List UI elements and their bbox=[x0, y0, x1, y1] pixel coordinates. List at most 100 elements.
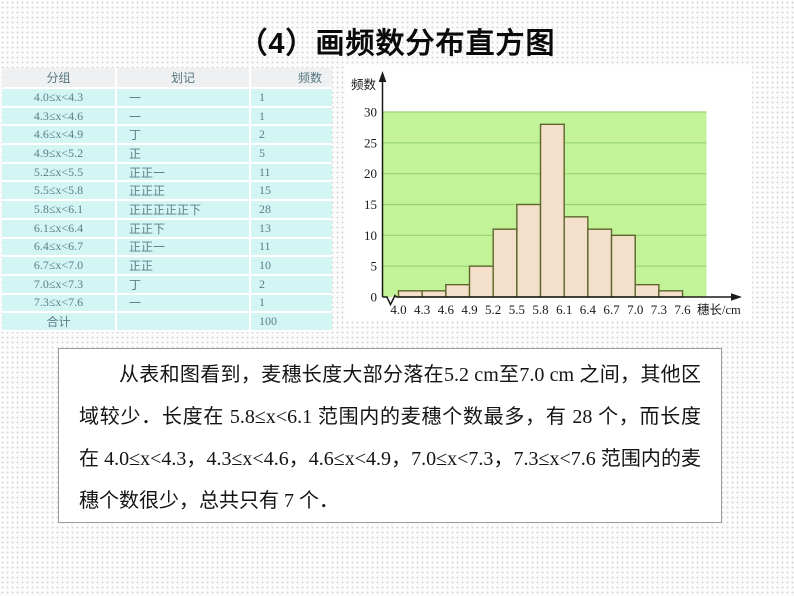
histogram-bar bbox=[658, 290, 684, 298]
total-value: 100 bbox=[249, 313, 332, 330]
total-label: 合计 bbox=[46, 315, 71, 330]
x-tick-label: 5.8 bbox=[532, 302, 548, 317]
y-tick-label: 30 bbox=[364, 105, 377, 120]
cell-frequency: 1 bbox=[249, 107, 332, 125]
cell-group: 4.6≤x<4.9 bbox=[33, 127, 84, 142]
frequency-table: 分组 划记 频数 4.0≤x<4.3 一 1 4.3≤x<4.6 一 1 4.6≤x<4.9… bbox=[2, 68, 332, 332]
histogram-bar bbox=[397, 290, 423, 298]
cell-frequency: 1 bbox=[249, 89, 332, 106]
y-tick-label: 20 bbox=[364, 166, 377, 181]
cell-group: 4.3≤x<4.6 bbox=[33, 108, 84, 123]
cell-group: 6.1≤x<6.4 bbox=[33, 220, 84, 235]
cell-group: 4.0≤x<4.3 bbox=[33, 89, 84, 104]
cell-frequency: 15 bbox=[249, 182, 332, 200]
cell-frequency: 2 bbox=[249, 275, 332, 293]
cell-tally: 正正下 bbox=[115, 219, 249, 237]
frequency-table-body: 4.0≤x<4.3 一 1 4.3≤x<4.6 一 1 4.6≤x<4.9 丁 2 4.9≤x<5… bbox=[2, 89, 332, 314]
x-tick-label: 7.0 bbox=[627, 302, 643, 317]
histogram-bar bbox=[610, 234, 636, 298]
histogram-bar bbox=[468, 265, 494, 298]
cell-group: 7.0≤x<7.3 bbox=[33, 276, 84, 291]
table-row: 5.2≤x<5.5 正正一 11 bbox=[2, 163, 332, 183]
cell-tally: 一 bbox=[115, 89, 249, 106]
histogram-bar bbox=[492, 228, 518, 298]
y-tick-label: 0 bbox=[371, 290, 378, 305]
x-axis bbox=[382, 294, 733, 307]
histogram-bar bbox=[634, 283, 660, 298]
histogram-bar bbox=[563, 216, 589, 298]
cell-tally: 一 bbox=[115, 294, 249, 312]
x-axis-arrow bbox=[731, 293, 742, 301]
cell-tally: 一 bbox=[115, 107, 249, 125]
table-row: 4.9≤x<5.2 正 5 bbox=[2, 145, 332, 164]
table-total-row: 合计 100 bbox=[2, 313, 332, 332]
column-header-tally: 划记 bbox=[115, 68, 249, 87]
histogram-svg: 0 5 10 15 20 25 30 4.0 4.3 4.6 4.9 5.2 5.5 5.8 6.1 6.4 6… bbox=[351, 71, 742, 317]
cell-tally: 正 bbox=[115, 145, 249, 162]
histogram-bar bbox=[539, 123, 565, 298]
y-axis-arrow bbox=[378, 71, 387, 82]
histogram-bar bbox=[587, 228, 613, 298]
cell-group: 5.8≤x<6.1 bbox=[33, 201, 84, 216]
table-row: 6.1≤x<6.4 正正下 13 bbox=[2, 219, 332, 239]
cell-group: 5.5≤x<5.8 bbox=[33, 183, 84, 198]
x-tick-label: 7.3 bbox=[651, 302, 667, 317]
x-tick-label: 6.1 bbox=[556, 302, 572, 317]
x-tick-label: 4.6 bbox=[438, 302, 455, 317]
table-row: 6.7≤x<7.0 正正 10 bbox=[2, 257, 332, 276]
cell-tally: 丁 bbox=[115, 275, 249, 293]
table-row: 5.5≤x<5.8 正正正 15 bbox=[2, 182, 332, 202]
table-header-row: 分组 划记 频数 bbox=[2, 68, 332, 89]
x-tick-label: 4.0 bbox=[390, 302, 406, 317]
table-row: 7.3≤x<7.6 一 1 bbox=[2, 294, 332, 314]
y-tick-label: 10 bbox=[364, 228, 377, 243]
analysis-text: 从表和图看到，麦穗长度大部分落在5.2 cm至7.0 cm 之间，其他区域较少．… bbox=[79, 364, 701, 512]
cell-group: 6.7≤x<7.0 bbox=[33, 258, 84, 273]
slide-title: （4）画频数分布直方图 bbox=[238, 28, 556, 60]
table-row: 4.6≤x<4.9 丁 2 bbox=[2, 126, 332, 146]
cell-tally: 正正正 bbox=[115, 182, 249, 200]
cell-frequency: 13 bbox=[249, 219, 332, 237]
y-tick-label: 25 bbox=[364, 135, 377, 150]
y-tick-label: 5 bbox=[371, 259, 378, 274]
cell-frequency: 11 bbox=[249, 163, 332, 181]
cell-tally: 正正 bbox=[115, 257, 249, 274]
x-tick-label: 4.3 bbox=[414, 302, 430, 317]
table-row: 4.0≤x<4.3 一 1 bbox=[2, 89, 332, 108]
total-tally-empty bbox=[115, 313, 249, 330]
table-row: 7.0≤x<7.3 丁 2 bbox=[2, 275, 332, 295]
x-axis-title: 穗长/cm bbox=[697, 303, 741, 317]
frequency-histogram: 0 5 10 15 20 25 30 4.0 4.3 4.6 4.9 5.2 5.5 5.8 6.1 6.4 6… bbox=[345, 65, 752, 320]
x-tick-label: 4.9 bbox=[461, 302, 477, 317]
cell-group: 6.4≤x<6.7 bbox=[33, 239, 84, 254]
cell-frequency: 10 bbox=[249, 257, 332, 274]
cell-frequency: 5 bbox=[249, 145, 332, 162]
table-row: 6.4≤x<6.7 正正一 11 bbox=[2, 238, 332, 258]
analysis-note-box: 从表和图看到，麦穗长度大部分落在5.2 cm至7.0 cm 之间，其他区域较少．… bbox=[58, 348, 722, 523]
x-tick-label: 5.2 bbox=[485, 302, 501, 317]
histogram-bar bbox=[516, 203, 542, 298]
cell-tally: 正正一 bbox=[115, 163, 249, 181]
cell-frequency: 11 bbox=[249, 238, 332, 256]
column-header-group: 分组 bbox=[46, 71, 71, 85]
cell-tally: 正正一 bbox=[115, 238, 249, 256]
cell-group: 5.2≤x<5.5 bbox=[33, 164, 84, 179]
table-row: 5.8≤x<6.1 正正正正正下 28 bbox=[2, 201, 332, 220]
y-tick-label: 15 bbox=[364, 197, 377, 212]
x-tick-label: 5.5 bbox=[509, 302, 525, 317]
y-axis-title: 频数 bbox=[351, 77, 377, 92]
cell-frequency: 1 bbox=[249, 294, 332, 312]
cell-group: 7.3≤x<7.6 bbox=[33, 295, 84, 310]
x-tick-label: 6.4 bbox=[580, 302, 597, 317]
cell-tally: 正正正正正下 bbox=[115, 201, 249, 218]
x-tick-label: 7.6 bbox=[674, 302, 691, 317]
x-tick-label: 6.7 bbox=[603, 302, 620, 317]
histogram-bar bbox=[445, 283, 471, 298]
column-header-frequency: 频数 bbox=[249, 68, 332, 87]
histogram-bar bbox=[421, 290, 447, 298]
cell-frequency: 2 bbox=[249, 126, 332, 144]
cell-frequency: 28 bbox=[249, 201, 332, 218]
cell-group: 4.9≤x<5.2 bbox=[33, 145, 84, 160]
table-row: 4.3≤x<4.6 一 1 bbox=[2, 107, 332, 127]
